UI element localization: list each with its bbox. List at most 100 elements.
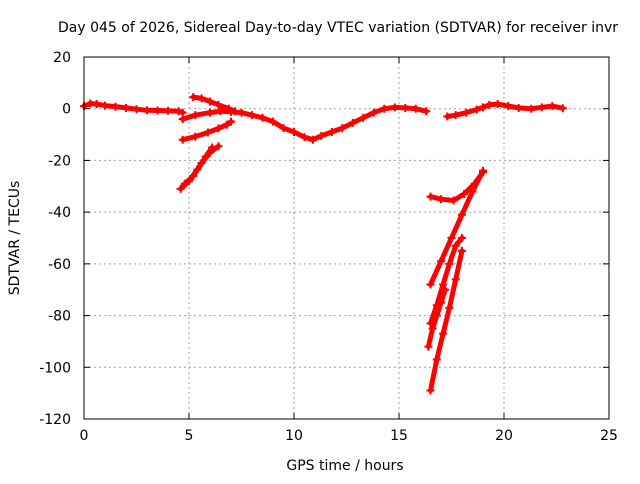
data-point [216, 107, 225, 116]
data-point [514, 103, 523, 112]
data-point [206, 108, 214, 117]
data-point [493, 100, 502, 109]
x-tick-label: 5 [185, 428, 194, 444]
y-tick-label: -40 [48, 205, 71, 221]
data-point [380, 104, 389, 113]
data-point [460, 190, 469, 199]
data-point [426, 386, 435, 395]
data-point [458, 246, 466, 255]
data-point [164, 106, 172, 115]
data-point [189, 171, 198, 180]
data-point [348, 118, 357, 127]
data-point [300, 133, 309, 142]
grid [84, 57, 609, 419]
data-point [258, 113, 267, 122]
y-tick-label: 0 [62, 102, 71, 118]
y-tick-label: -120 [39, 412, 71, 428]
x-tick-label: 10 [285, 428, 303, 444]
data-point [191, 111, 200, 120]
data-point [222, 120, 231, 129]
data-point [279, 124, 288, 133]
data-point [189, 93, 198, 102]
data-point [441, 285, 450, 294]
data-point [451, 275, 460, 284]
data-point [472, 105, 481, 114]
data-point [153, 106, 162, 115]
y-tick-label: -100 [39, 360, 71, 376]
data-point [224, 104, 233, 113]
data-point [437, 195, 445, 204]
data-point [445, 259, 454, 268]
data-point [558, 104, 567, 113]
data-point [458, 210, 466, 219]
data-point [214, 100, 223, 109]
data-point [308, 135, 317, 144]
data-point [214, 142, 223, 151]
data-point [443, 112, 452, 121]
data-point [180, 179, 189, 188]
chart-title: Day 045 of 2026, Sidereal Day-to-day VTE… [58, 20, 618, 36]
data-point [468, 187, 477, 196]
data-point [101, 101, 109, 110]
data-point [426, 192, 435, 201]
x-tick-label: 15 [390, 428, 408, 444]
series-trace [428, 168, 486, 287]
data-point [338, 124, 347, 133]
data-point [451, 111, 460, 120]
data-point [143, 106, 151, 115]
x-tick-label: 25 [600, 428, 618, 444]
data-point [432, 355, 441, 364]
data-point [437, 298, 445, 307]
data-point [327, 127, 336, 136]
data-point [439, 329, 448, 338]
data-point [178, 135, 187, 144]
data-point [401, 103, 410, 112]
plot-data [80, 93, 567, 395]
data-point [445, 303, 454, 312]
data-point [411, 104, 420, 113]
data-point [451, 241, 460, 250]
data-point [437, 257, 445, 266]
data-point [439, 280, 448, 289]
data-point [174, 107, 183, 116]
x-axis-label: GPS time / hours [286, 458, 403, 474]
data-point [227, 117, 235, 126]
data-point [504, 102, 513, 111]
data-point [447, 234, 456, 242]
axis-ticks: 0 5 10 15 20 25 20 0 -20 -40 -60 -80 -100 -120 [39, 50, 618, 444]
data-point [176, 184, 185, 193]
data-point [462, 108, 471, 117]
data-point [269, 117, 277, 126]
data-point [432, 311, 441, 320]
data-point [197, 94, 206, 103]
y-tick-label: 20 [53, 50, 71, 66]
y-tick-label: -60 [48, 257, 71, 273]
data-point [537, 103, 546, 112]
y-axis-label: SDTVAR / TECUs [7, 181, 23, 296]
data-point [485, 100, 494, 109]
data-point [122, 103, 130, 112]
data-point [231, 107, 240, 116]
x-tick-label: 0 [80, 428, 89, 444]
data-point [178, 115, 187, 124]
data-point [132, 105, 141, 114]
series-trace [428, 235, 465, 326]
data-point [248, 111, 256, 120]
data-point [548, 102, 557, 111]
data-point [197, 159, 206, 168]
data-point [214, 124, 223, 133]
data-point [317, 131, 326, 140]
data-point [426, 280, 435, 289]
y-tick-label: -80 [48, 309, 71, 325]
data-point [206, 148, 214, 157]
data-point [206, 97, 214, 106]
plot-frame [83, 56, 610, 420]
data-point [359, 113, 368, 122]
x-tick-label: 20 [495, 428, 513, 444]
data-point [479, 103, 487, 112]
y-tick-label: -20 [48, 153, 71, 169]
data-point [449, 196, 458, 205]
data-point [422, 107, 431, 116]
